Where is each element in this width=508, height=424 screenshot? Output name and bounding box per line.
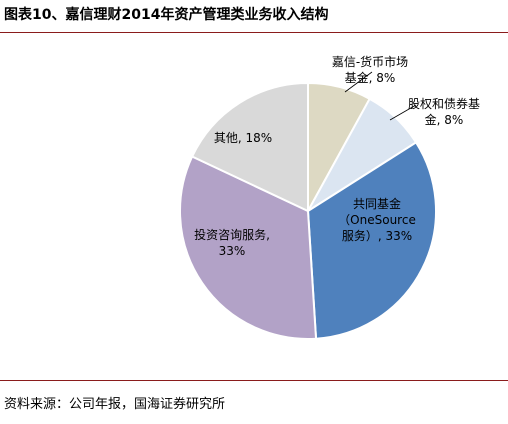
leader-line-0 bbox=[344, 71, 373, 93]
chart-title: 图表10、嘉信理财2014年资产管理类业务收入结构 bbox=[4, 7, 329, 23]
slice-label-line: 基金, 8% bbox=[345, 70, 396, 85]
pie-slice-3 bbox=[179, 155, 318, 340]
slice-label-line: 其他, 18% bbox=[214, 131, 272, 145]
slice-label-1: 股权和债券基金, 8% bbox=[408, 96, 480, 127]
slice-label-line: 共同基金 bbox=[353, 196, 401, 211]
slice-labels: 嘉信-货币市场基金, 8%股权和债券基金, 8%共同基金（OneSource 服务… bbox=[194, 54, 480, 258]
slice-label-0: 嘉信-货币市场基金, 8% bbox=[332, 54, 408, 85]
slice-label-2: 共同基金 （OneSource 服务）, 33% bbox=[338, 196, 416, 243]
pie-slice-2 bbox=[306, 141, 437, 340]
slice-label-line: 投资咨询服务, bbox=[194, 227, 270, 242]
pie-slice-4 bbox=[190, 81, 309, 213]
slice-label-line: 股权和债券基 bbox=[408, 96, 480, 111]
label-leader-lines bbox=[344, 71, 417, 121]
slice-label-4: 其他, 18% bbox=[214, 131, 272, 145]
slice-label-line: （OneSource bbox=[338, 213, 416, 227]
title-divider bbox=[0, 32, 508, 33]
slice-label-line: 33% bbox=[219, 244, 246, 258]
source-divider bbox=[0, 380, 508, 381]
pie-slices bbox=[179, 81, 437, 340]
slice-label-line: 嘉信-货币市场 bbox=[332, 54, 408, 69]
leader-line-1 bbox=[389, 104, 417, 121]
slice-label-line: 服务）, 33% bbox=[342, 228, 412, 243]
slice-label-3: 投资咨询服务, 33% bbox=[194, 227, 270, 258]
slice-label-line: 金, 8% bbox=[425, 112, 464, 127]
source-note: 资料来源：公司年报，国海证券研究所 bbox=[4, 397, 226, 412]
